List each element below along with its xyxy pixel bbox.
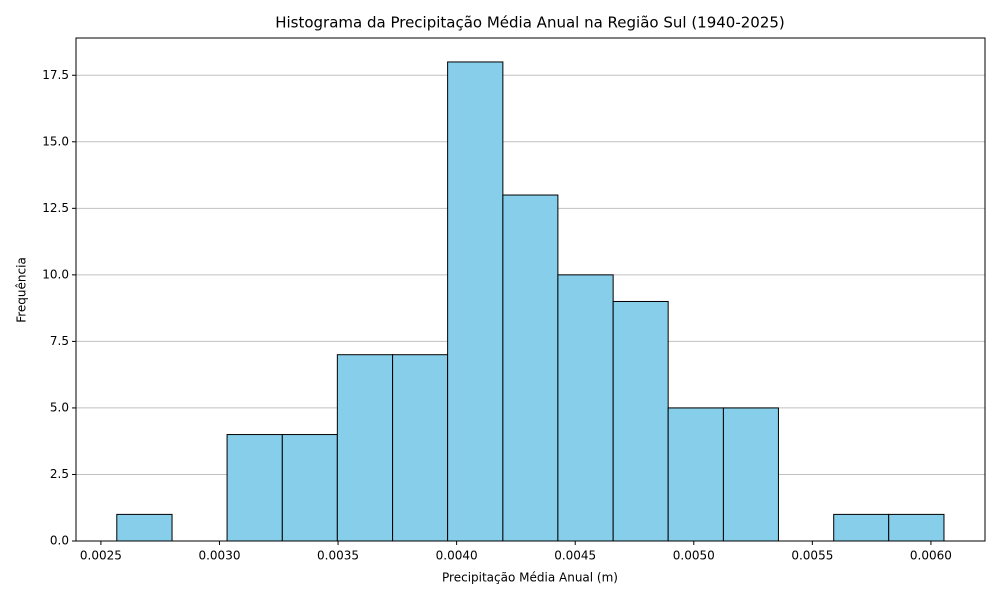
bar: [833, 513, 890, 542]
bar: [336, 354, 394, 542]
bar: [116, 513, 173, 542]
bar: [888, 513, 945, 542]
x-tick-label: 0.0045: [554, 549, 596, 563]
y-tick-label: 0.0: [50, 534, 69, 548]
y-tick-label: 12.5: [42, 201, 69, 215]
x-tick-label: 0.0030: [198, 549, 240, 563]
bar: [447, 61, 504, 542]
x-tick-label: 0.0050: [673, 549, 715, 563]
x-tick-label: 0.0055: [791, 549, 833, 563]
x-tick-label: 0.0025: [80, 549, 122, 563]
bars: [116, 61, 945, 542]
bar: [612, 300, 669, 542]
x-tick-label: 0.0040: [436, 549, 478, 563]
y-tick-label: 5.0: [50, 400, 69, 414]
y-tick-label: 7.5: [50, 334, 69, 348]
bar: [667, 407, 724, 542]
bar: [281, 434, 338, 542]
y-tick-label: 17.5: [42, 68, 69, 82]
bar: [722, 407, 779, 542]
bar: [557, 274, 614, 542]
axes: 0.0 2.5 5.0 7.5 10.0 12.5 15.0 17.5 0.0025 0.0030…: [42, 37, 986, 563]
x-tick-label: 0.0035: [317, 549, 359, 563]
chart-title: Histograma da Precipitação Média Anual n…: [275, 14, 785, 32]
bar: [502, 194, 559, 542]
x-tick-label: 0.0060: [910, 549, 952, 563]
x-axis-label: Precipitação Média Anual (m): [442, 571, 618, 585]
plot-frame: [75, 37, 986, 542]
bar: [392, 354, 449, 542]
y-tick-label: 15.0: [42, 134, 69, 148]
y-tick-label: 10.0: [42, 267, 69, 281]
y-axis-label: Frequência: [15, 257, 29, 323]
y-tick-label: 2.5: [50, 467, 69, 481]
bar: [226, 434, 283, 542]
